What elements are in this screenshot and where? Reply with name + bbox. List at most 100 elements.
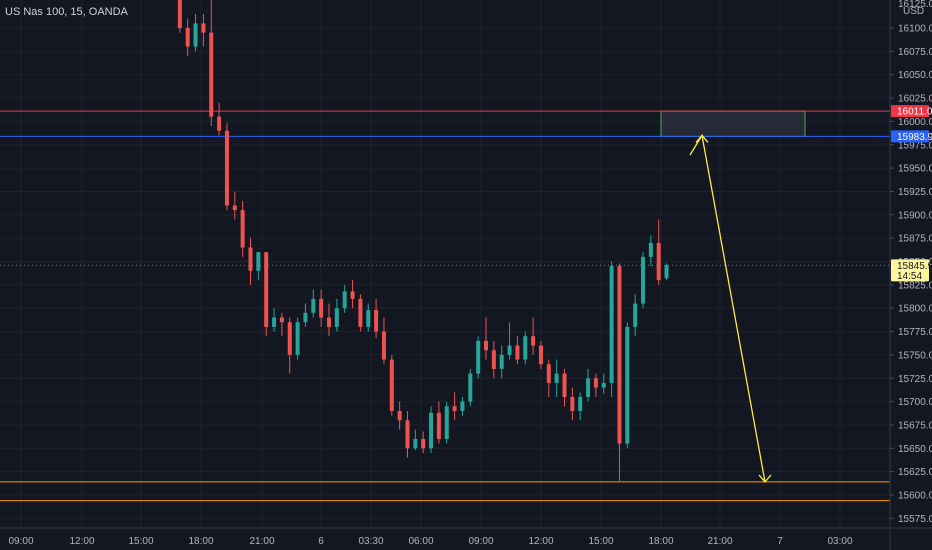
entry-price-tag-text: 15983.9 <box>897 132 932 143</box>
candle[interactable] <box>452 392 457 421</box>
candle[interactable] <box>217 102 222 136</box>
candle[interactable] <box>413 429 418 451</box>
candle[interactable] <box>546 359 551 397</box>
candle-body <box>240 210 245 248</box>
candle-body <box>562 373 567 397</box>
candle-body <box>350 291 355 299</box>
candle[interactable] <box>256 252 261 281</box>
candle-body <box>656 242 661 281</box>
candle[interactable] <box>279 312 284 337</box>
candle[interactable] <box>287 317 292 374</box>
candle[interactable] <box>570 387 575 421</box>
candle-body <box>531 336 536 346</box>
candle[interactable] <box>664 263 669 281</box>
candle[interactable] <box>460 396 465 416</box>
price-tick-label: 16125.0 <box>898 0 932 10</box>
candle[interactable] <box>444 401 449 444</box>
candle[interactable] <box>405 410 410 458</box>
candle[interactable] <box>366 303 371 332</box>
candle[interactable] <box>201 13 206 47</box>
candle-body <box>648 242 653 257</box>
candle[interactable] <box>381 317 386 365</box>
candle[interactable] <box>476 336 481 379</box>
candle[interactable] <box>358 294 363 332</box>
candle[interactable] <box>240 200 245 257</box>
price-tick-label: 15575.0 <box>898 514 932 525</box>
candle[interactable] <box>177 0 182 33</box>
time-tick-label: 7 <box>777 536 783 547</box>
candle[interactable] <box>562 368 567 407</box>
candle[interactable] <box>248 238 253 285</box>
resistance-price-tag[interactable]: 16011.0 <box>891 105 932 118</box>
candle[interactable] <box>468 368 473 407</box>
candle[interactable] <box>648 235 653 267</box>
candle[interactable] <box>224 123 229 211</box>
candle-body <box>499 354 504 369</box>
supply-zone-rect[interactable] <box>660 110 806 137</box>
candle-body <box>185 28 190 47</box>
candle-body <box>476 340 481 374</box>
candle[interactable] <box>303 303 308 327</box>
candle[interactable] <box>264 252 269 337</box>
time-tick-label: 15:00 <box>128 536 153 547</box>
candle-body <box>217 116 222 131</box>
candle[interactable] <box>491 340 496 379</box>
candle-body <box>374 310 379 332</box>
candle[interactable] <box>507 322 512 360</box>
price-tick-label: 16075.0 <box>898 47 932 58</box>
candle[interactable] <box>334 298 339 332</box>
candle-body <box>405 420 410 449</box>
candle[interactable] <box>633 294 638 337</box>
candle-body <box>460 401 465 411</box>
time-axis[interactable]: 09:00 12:00 15:00 18:00 21:00 6 03:30 06:00 09:0… <box>8 536 852 547</box>
last-price-tag-text: 15845.9 <box>897 261 932 272</box>
candle-body <box>609 266 614 383</box>
candle[interactable] <box>499 345 504 379</box>
candle[interactable] <box>327 303 331 337</box>
candle[interactable] <box>272 308 277 332</box>
candle[interactable] <box>232 191 237 220</box>
candle[interactable] <box>319 289 324 327</box>
candle[interactable] <box>295 317 300 360</box>
price-tick-label: 15675.0 <box>898 420 932 431</box>
symbol-title: US Nas 100, 15, OANDA <box>5 6 128 18</box>
price-tick-label: 15975.0 <box>898 140 932 151</box>
price-tick-label: 15775.0 <box>898 327 932 338</box>
last-price-tag[interactable]: 15845.914:54 <box>891 259 932 282</box>
candle[interactable] <box>538 340 543 369</box>
candle[interactable] <box>311 289 316 318</box>
candle[interactable] <box>586 368 591 402</box>
arrow-head-down <box>758 474 772 483</box>
candle[interactable] <box>609 261 614 397</box>
candle[interactable] <box>397 401 402 430</box>
candle[interactable] <box>389 354 394 416</box>
candle[interactable] <box>554 359 559 397</box>
candle[interactable] <box>515 336 520 365</box>
candle[interactable] <box>523 331 528 365</box>
candle[interactable] <box>193 13 198 52</box>
candle[interactable] <box>578 392 583 421</box>
candle[interactable] <box>641 252 645 309</box>
time-tick-label: 12:00 <box>528 536 553 547</box>
candle[interactable] <box>374 298 379 339</box>
candle-body <box>389 359 394 411</box>
candle[interactable] <box>350 280 355 309</box>
candle[interactable] <box>209 0 214 127</box>
candle-body <box>366 310 371 327</box>
candle[interactable] <box>185 18 190 57</box>
candle[interactable] <box>436 401 441 444</box>
candle[interactable] <box>429 406 434 453</box>
candle[interactable] <box>617 263 622 481</box>
candle[interactable] <box>342 284 347 313</box>
candle[interactable] <box>593 373 598 397</box>
entry-price-tag[interactable]: 15983.9 <box>891 130 932 143</box>
candle[interactable] <box>656 219 661 285</box>
candle-body <box>397 410 402 421</box>
candle[interactable] <box>484 317 488 360</box>
candle-body <box>358 298 363 327</box>
candle[interactable] <box>601 373 606 395</box>
candle[interactable] <box>421 431 426 453</box>
candle[interactable] <box>531 317 536 355</box>
candle[interactable] <box>625 322 630 449</box>
